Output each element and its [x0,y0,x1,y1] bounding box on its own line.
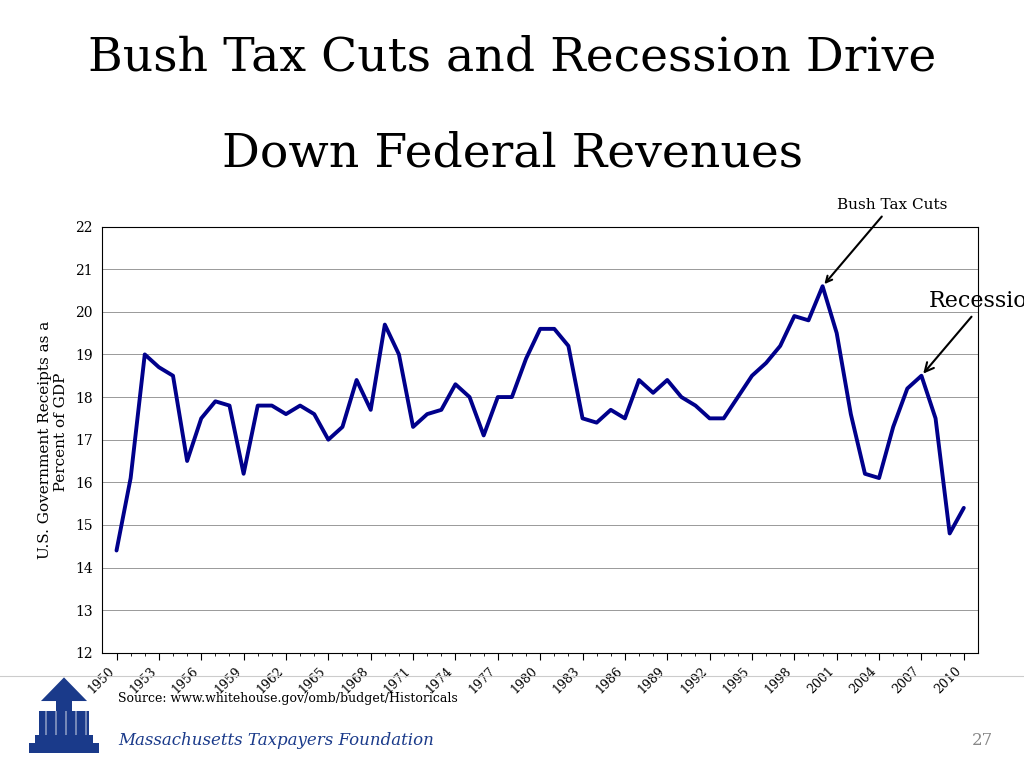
Bar [85,711,87,735]
Bar [40,711,89,735]
Bar [56,701,72,713]
Text: 27: 27 [972,732,993,749]
Text: Bush Tax Cuts: Bush Tax Cuts [826,197,947,283]
Bar [35,735,93,743]
Bar [30,743,98,753]
Polygon shape [41,677,87,701]
Y-axis label: U.S. Government Receipts as a
   Percent of GDP: U.S. Government Receipts as a Percent of… [38,320,68,559]
Bar [45,711,47,735]
Bar [55,711,57,735]
Text: Bush Tax Cuts and Recession Drive: Bush Tax Cuts and Recession Drive [88,35,936,81]
Text: Recession: Recession [925,290,1024,372]
Bar [75,711,77,735]
Text: Massachusetts Taxpayers Foundation: Massachusetts Taxpayers Foundation [118,732,433,749]
Bar [65,711,68,735]
Text: Source: www.whitehouse.gov/omb/budget/Historicals: Source: www.whitehouse.gov/omb/budget/Hi… [118,692,458,704]
Text: Down Federal Revenues: Down Federal Revenues [221,131,803,176]
